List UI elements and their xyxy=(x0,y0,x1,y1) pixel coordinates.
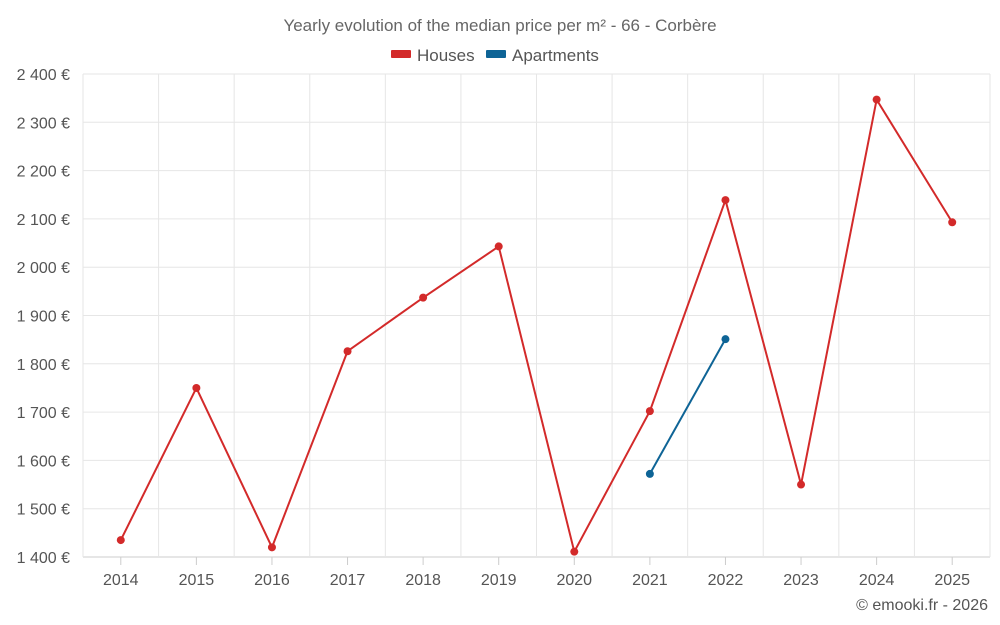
y-tick-label: 1 800 € xyxy=(17,357,70,374)
data-point-apartments[interactable] xyxy=(721,335,730,344)
data-point-houses[interactable] xyxy=(570,547,579,556)
data-point-houses[interactable] xyxy=(419,293,428,302)
legend-swatch-houses xyxy=(391,50,411,58)
x-tick-label: 2023 xyxy=(783,572,819,589)
data-point-apartments[interactable] xyxy=(645,469,654,478)
x-tick-label: 2019 xyxy=(481,572,517,589)
x-tick-label: 2014 xyxy=(103,572,139,589)
data-point-houses[interactable] xyxy=(343,347,352,356)
series-layer xyxy=(116,95,957,556)
credit-text: © emooki.fr - 2026 xyxy=(856,597,988,614)
y-tick-label: 2 300 € xyxy=(17,115,70,132)
data-point-houses[interactable] xyxy=(872,95,881,104)
legend-swatch-apartments xyxy=(486,50,506,58)
x-tick-label: 2024 xyxy=(859,572,895,589)
x-tick-label: 2018 xyxy=(405,572,441,589)
legend-label-houses[interactable]: Houses xyxy=(417,46,475,65)
y-tick-label: 1 400 € xyxy=(17,550,70,567)
chart-title: Yearly evolution of the median price per… xyxy=(283,16,716,35)
data-point-houses[interactable] xyxy=(721,196,730,205)
x-tick-label: 2021 xyxy=(632,572,668,589)
data-point-houses[interactable] xyxy=(267,543,276,552)
grid-layer xyxy=(82,73,991,558)
y-tick-label: 1 900 € xyxy=(17,309,70,326)
data-point-houses[interactable] xyxy=(494,242,503,251)
y-tick-label: 2 000 € xyxy=(17,260,70,277)
x-tick-label: 2015 xyxy=(179,572,215,589)
x-axis: 2014 2015 2016 2017 2018 2019 2020 2021 2022 2023… xyxy=(103,557,970,589)
series-line-houses xyxy=(119,98,954,553)
y-tick-label: 1 600 € xyxy=(17,453,70,470)
y-tick-label: 2 200 € xyxy=(17,164,70,181)
x-tick-label: 2025 xyxy=(934,572,970,589)
data-point-houses[interactable] xyxy=(192,383,201,392)
y-tick-label: 1 500 € xyxy=(17,502,70,519)
legend-label-apartments[interactable]: Apartments xyxy=(512,46,599,65)
y-tick-label: 1 700 € xyxy=(17,405,70,422)
data-point-houses[interactable] xyxy=(948,218,957,227)
data-point-houses[interactable] xyxy=(645,407,654,416)
data-point-houses[interactable] xyxy=(116,536,125,545)
y-axis: 1 400 € 1 500 € 1 600 € 1 700 € 1 800 € 1 900… xyxy=(17,67,70,567)
x-tick-label: 2016 xyxy=(254,572,290,589)
x-tick-label: 2020 xyxy=(556,572,592,589)
x-tick-label: 2022 xyxy=(708,572,744,589)
chart-legend: Houses Apartments xyxy=(391,46,599,65)
y-tick-label: 2 100 € xyxy=(17,212,70,229)
data-point-houses[interactable] xyxy=(797,480,806,489)
y-tick-label: 2 400 € xyxy=(17,67,70,84)
x-tick-label: 2017 xyxy=(330,572,366,589)
series-line-apartments xyxy=(649,338,727,475)
